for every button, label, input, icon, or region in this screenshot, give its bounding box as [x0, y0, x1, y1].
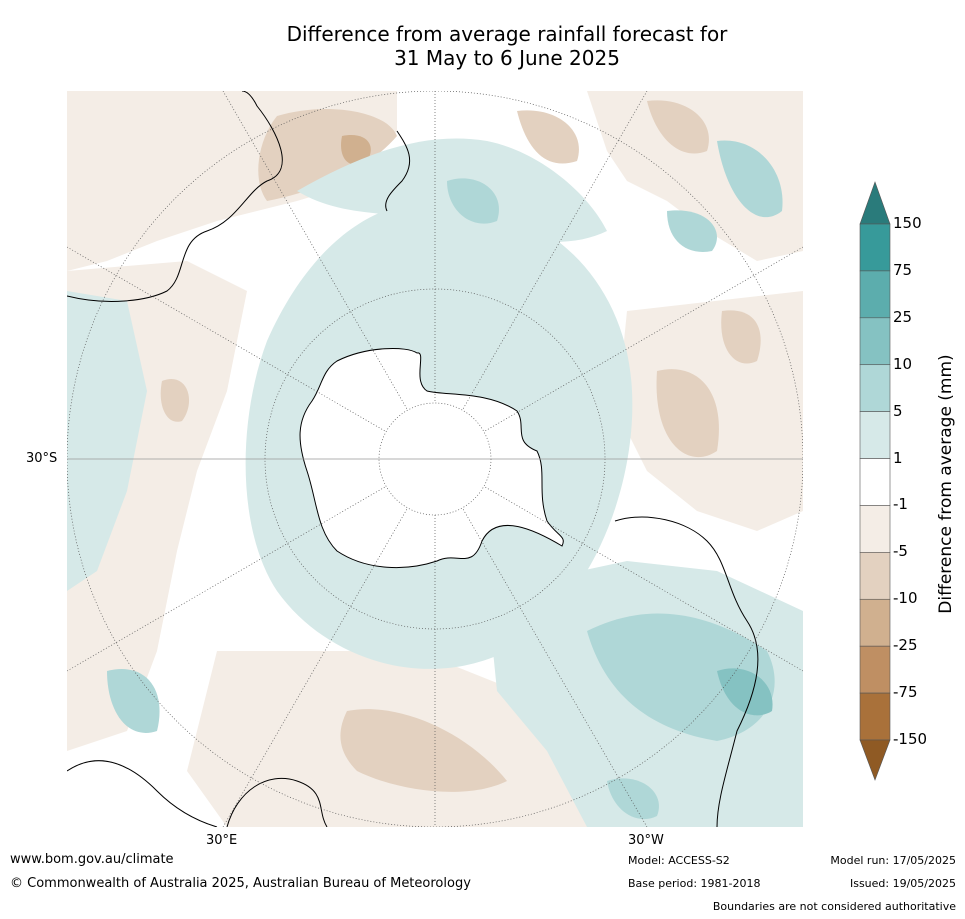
footer-issued: Issued: 19/05/2025: [849, 877, 956, 890]
colorbar-block: [859, 692, 891, 741]
region-dry-ne2: [517, 110, 579, 164]
colorbar-block: [859, 645, 891, 694]
australia-coast: [67, 91, 283, 302]
colorbar-tick-label: -75: [893, 683, 918, 702]
region-wet-northeast-2: [667, 210, 717, 252]
colorbar: [859, 181, 891, 781]
lon-label-30e: 30°E: [206, 833, 238, 848]
lat-label-30s: 30°S: [26, 451, 58, 466]
colorbar-bottom-arrow: [859, 739, 891, 781]
region-wet-northeast: [717, 140, 783, 218]
colorbar-tick-label: 1: [893, 448, 903, 467]
region-dry-east-strong: [656, 369, 719, 458]
colorbar-tick-label: -1: [893, 495, 908, 514]
new-zealand-coast: [385, 130, 411, 212]
title-line-1: Difference from average rainfall forecas…: [286, 22, 728, 46]
meridian-120w: [462, 508, 648, 827]
meridian-150w: [484, 486, 803, 672]
antarctica-outline: [299, 347, 564, 568]
title-line-2: 31 May to 6 June 2025: [394, 46, 620, 70]
region-dry-northwest-core: [341, 135, 371, 165]
colorbar-tick-label: 5: [893, 401, 903, 420]
colorbar-tick-label: -5: [893, 542, 908, 561]
colorbar-block: [859, 505, 891, 553]
colorbar-block: [859, 458, 891, 506]
region-wet-southeast-core: [717, 668, 773, 716]
region-wet-north-strong: [447, 178, 499, 224]
colorbar-tick-label: 25: [893, 307, 913, 326]
meridian-30w: [484, 246, 803, 432]
colorbar-block: [859, 411, 891, 459]
south-america-coast: [614, 516, 759, 827]
colorbar-block: [859, 552, 891, 600]
colorbar-block: [859, 223, 891, 272]
meridian-30e: [67, 246, 386, 432]
meridian-60e: [222, 91, 408, 410]
colorbar-block: [859, 270, 891, 319]
region-wet-southwest: [107, 669, 160, 733]
region-dry-northeast: [587, 91, 803, 261]
colorbar-block: [859, 598, 891, 647]
footer-url[interactable]: www.bom.gov.au/climate: [10, 852, 174, 867]
africa-coast: [67, 760, 218, 827]
region-wet-southeast-2: [607, 778, 659, 820]
colorbar-tick-label: 75: [893, 260, 913, 279]
region-dry-northwest-strong: [258, 108, 397, 201]
footer-disclaimer: Boundaries are not considered authoritat…: [712, 900, 956, 913]
coastlines: [67, 91, 759, 827]
south-africa-coast: [226, 777, 328, 827]
colorbar-block: [859, 364, 891, 412]
rainfall-anomaly-map: [67, 91, 803, 827]
region-wet-southeast-strong: [587, 613, 775, 741]
colorbar-tick-label: 150: [893, 214, 922, 232]
footer-base-period: Base period: 1981-2018: [628, 877, 761, 890]
region-wet-west: [67, 291, 147, 591]
anomaly-regions: [67, 91, 803, 827]
colorbar-title: Difference from average (mm): [936, 354, 956, 614]
meridian-120e: [222, 508, 408, 827]
footer-copyright: © Commonwealth of Australia 2025, Austra…: [10, 876, 471, 891]
region-dry-northeast-strong: [647, 100, 709, 154]
colorbar-blocks: [859, 223, 891, 741]
colorbar-tick-label: 10: [893, 354, 913, 373]
footer-model-run: Model run: 17/05/2025: [830, 854, 956, 867]
chart-title: Difference from average rainfall forecas…: [0, 22, 965, 70]
colorbar-tick-label: -25: [893, 636, 918, 655]
colorbar-tick-label: -150: [893, 730, 928, 748]
colorbar-top-arrow: [859, 181, 891, 225]
region-dry-south-strong: [340, 709, 507, 792]
region-dry-east-2: [721, 310, 761, 364]
meridian-60w: [462, 91, 648, 410]
colorbar-tick-label: -10: [893, 589, 918, 608]
meridian-150e: [67, 486, 386, 672]
lon-label-30w: 30°W: [628, 833, 664, 848]
footer-model: Model: ACCESS-S2: [628, 854, 730, 867]
colorbar-block: [859, 317, 891, 366]
region-dry-west-2: [160, 379, 190, 422]
